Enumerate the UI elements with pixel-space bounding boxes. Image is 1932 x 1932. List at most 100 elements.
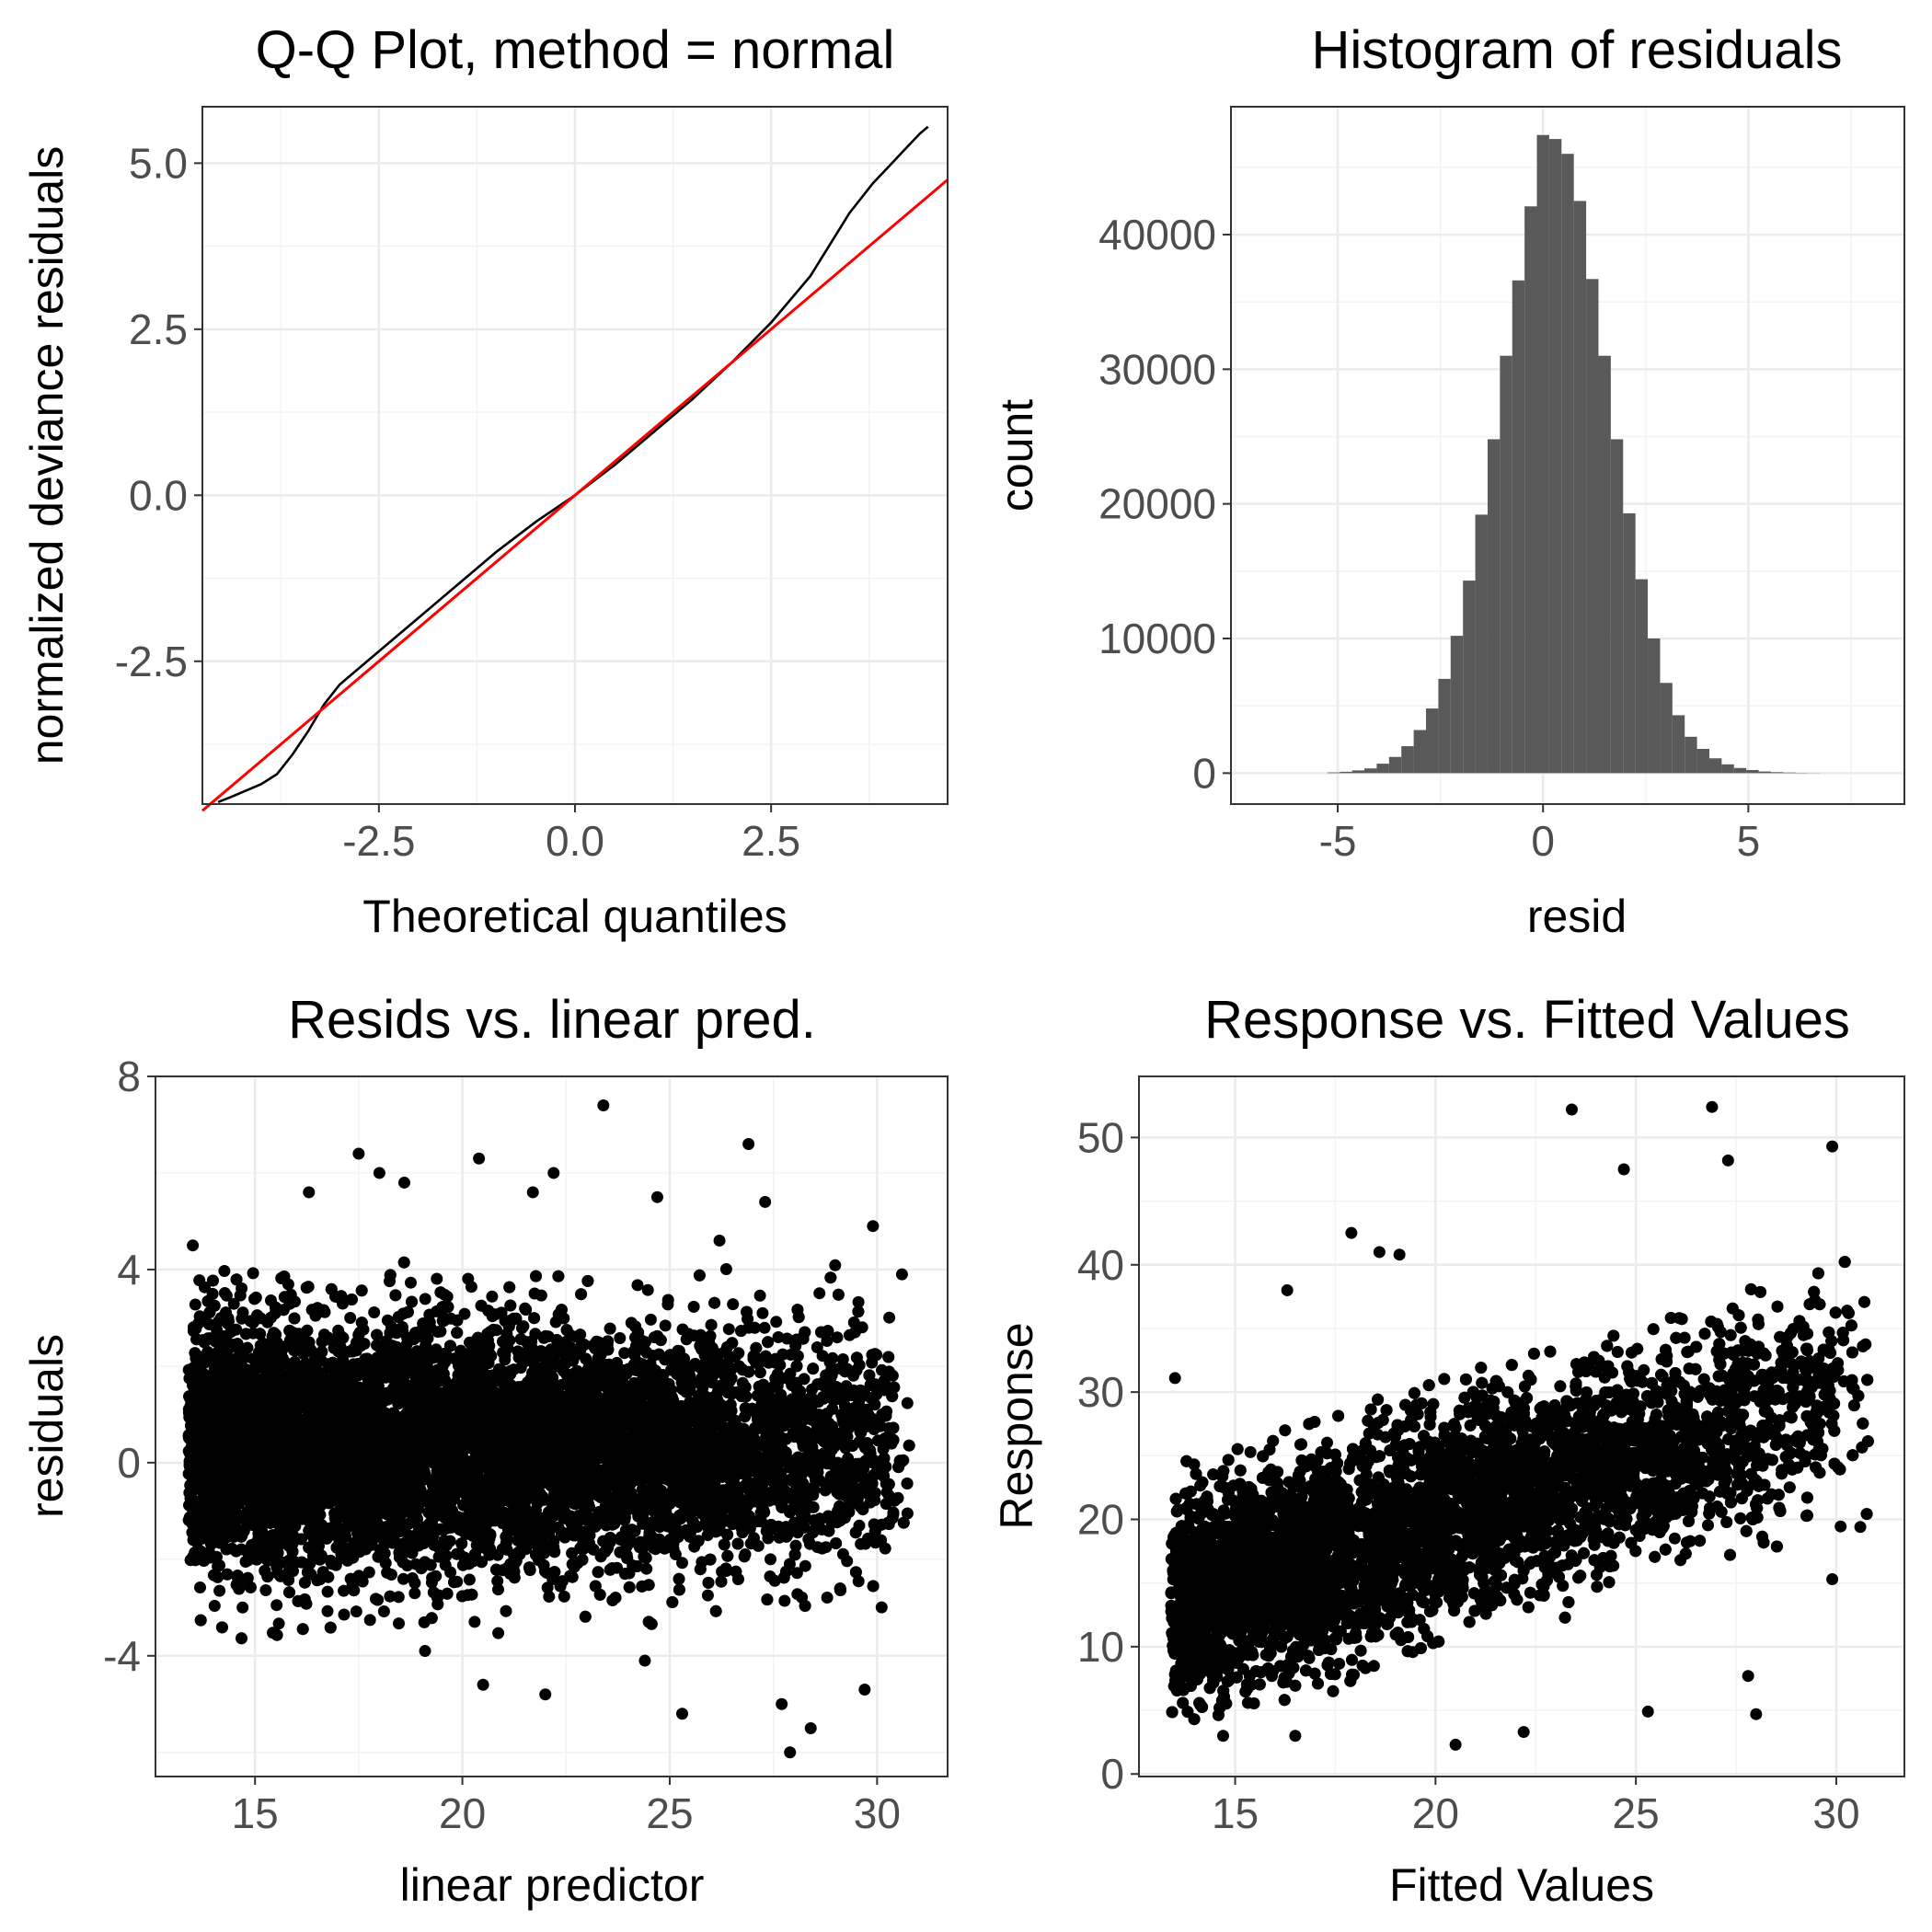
scatter-point [799,1559,811,1572]
scatter-point [465,1281,477,1294]
scatter-point [468,1616,481,1628]
histogram-bar [1364,768,1377,774]
scatter-point [236,1306,249,1319]
scatter-point [321,1585,334,1598]
scatter-point [876,1363,888,1376]
scatter-point [614,1332,627,1344]
histogram-bar [1340,771,1352,774]
histogram-x-tick-label: 0 [1531,817,1555,865]
histogram-bar [1426,708,1439,774]
scatter-point [641,1283,654,1296]
scatter-point [558,1590,570,1603]
histogram-bar [1746,769,1759,774]
qq-reference-line [201,178,949,812]
histogram-bar [1450,636,1464,774]
histogram-bar [1660,683,1673,774]
histogram-bar [1573,201,1587,774]
histogram-bar [1388,756,1402,774]
qq-plot-y-tick-label: -2.5 [115,638,188,685]
scatter-point [492,1627,505,1639]
histogram-y-tick-label: 10000 [1098,615,1216,662]
scatter-point [350,1605,362,1618]
scatter-point [431,1272,443,1285]
histogram-y-tick-label: 0 [1192,749,1216,797]
scatter-point [463,1573,476,1586]
scatter-point [408,1577,421,1590]
scatter-point [806,1383,819,1396]
scatter-point [659,1319,672,1332]
histogram-title: Histogram of residuals [1312,20,1843,80]
histogram-bar [1610,439,1624,774]
histogram-bar [1561,154,1574,774]
histogram-bar [1475,514,1488,774]
scatter-point [247,1267,259,1280]
scatter-point [218,1287,231,1299]
histogram-bar [1327,772,1340,774]
histogram-y-axis-title: count [991,399,1042,512]
histogram-bar [1783,772,1796,774]
scatter-point [321,1604,334,1617]
histogram-bar [1623,512,1636,774]
resids-plot-points [182,1098,915,1759]
histogram-bar [1376,764,1389,774]
scatter-point [208,1600,221,1612]
histogram-bar [1721,764,1734,774]
scatter-point [419,1293,431,1305]
histogram-bar [1586,279,1599,774]
scatter-point [512,1345,524,1358]
scatter-point [377,1605,390,1617]
histogram-bar [1463,581,1476,774]
scatter-point [727,1298,740,1311]
histogram-bars [1327,134,1821,774]
scatter-point [758,1321,771,1334]
qq-plot-x-tick-label: 0.0 [546,817,604,865]
scatter-point [338,1584,351,1597]
histogram-bar [1635,579,1649,774]
histogram-bar [1512,280,1525,774]
qq-plot-y-tick-label: 2.5 [129,305,188,353]
qq-plot-y-axis-title: normalized deviance residuals [21,146,73,765]
histogram-bar [1413,730,1427,774]
scatter-point [368,1306,381,1318]
scatter-point [644,1313,657,1326]
scatter-point [194,1581,206,1593]
qq-plot-grid [202,107,948,804]
scatter-point [189,1298,201,1311]
histogram-bar [1770,772,1784,774]
scatter-point [393,1617,405,1630]
qq-plot-x-tick-label: -2.5 [342,817,415,865]
scatter-point [676,1557,688,1570]
histogram-y-tick-label: 30000 [1098,345,1216,393]
scatter-point [218,1265,231,1277]
histogram-y-tick-label: 40000 [1098,211,1216,259]
histogram-y-tick-label: 20000 [1098,480,1216,528]
histogram-bar [1648,638,1661,774]
histogram-bar [1351,770,1365,774]
scatter-point [701,1589,714,1602]
scatter-point [770,1316,783,1328]
qq-plot-ticks: -2.5 0.0 2.5-2.50.02.55.0 [115,139,800,865]
scatter-point [207,1569,220,1581]
qq-plot-x-axis-title: Theoretical quantiles [362,891,787,942]
scatter-point [385,1569,397,1581]
scatter-point [426,1571,439,1584]
histogram-bar [1500,355,1512,774]
qq-plot-marks [201,125,949,812]
histogram-bar [1401,746,1414,774]
scatter-point [486,1290,499,1303]
histogram-bar [1696,749,1709,774]
histogram-border [1230,106,1905,805]
scatter-point [813,1287,826,1300]
scatter-point [901,1507,914,1520]
scatter-point [259,1584,272,1596]
scatter-point [213,1584,226,1597]
histogram-x-tick-label: 5 [1737,817,1761,865]
scatter-point [439,1558,452,1571]
scatter-point [722,1323,735,1336]
histogram-bar [1438,678,1451,774]
histogram-bar [1685,736,1697,774]
scatter-point [821,1592,834,1604]
